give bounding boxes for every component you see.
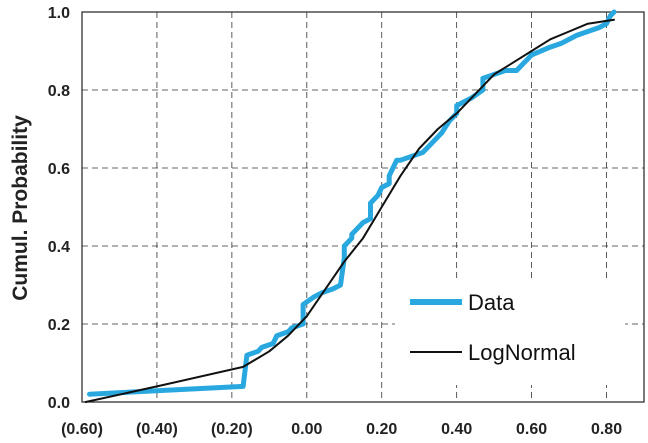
x-tick-label: 0.00 xyxy=(291,421,322,438)
y-axis-tick-labels: 0.0 0.2 0.4 0.6 0.8 1.0 xyxy=(48,5,70,412)
y-tick-label: 0.4 xyxy=(48,239,70,256)
y-tick-label: 0.6 xyxy=(48,161,70,178)
y-tick-label: 1.0 xyxy=(48,5,70,22)
x-tick-label: 0.80 xyxy=(591,421,622,438)
x-tick-label: 0.60 xyxy=(516,421,547,438)
legend: Data LogNormal xyxy=(395,280,625,385)
legend-label-data: Data xyxy=(468,290,515,315)
data-series xyxy=(84,9,617,403)
x-tick-label: 0.20 xyxy=(366,421,397,438)
x-tick-label: (0.20) xyxy=(211,421,253,438)
x-tick-label: 0.40 xyxy=(441,421,472,438)
series-line-lognormal xyxy=(84,18,615,403)
plot-frame xyxy=(81,11,645,403)
x-axis-tick-labels: (0.60) (0.40) (0.20) 0.00 0.20 0.40 0.60 0.80 xyxy=(61,421,622,438)
legend-label-lognormal: LogNormal xyxy=(468,340,576,365)
y-tick-label: 0.2 xyxy=(48,317,70,334)
y-axis-label: Cumul. Probability xyxy=(9,115,32,301)
legend-background xyxy=(395,280,625,385)
x-tick-label: (0.40) xyxy=(136,421,178,438)
grid-lines xyxy=(82,12,644,402)
y-tick-label: 0.0 xyxy=(48,395,70,412)
y-tick-label: 0.8 xyxy=(48,83,70,100)
x-tick-label: (0.60) xyxy=(61,421,103,438)
series-line-data xyxy=(87,9,617,397)
